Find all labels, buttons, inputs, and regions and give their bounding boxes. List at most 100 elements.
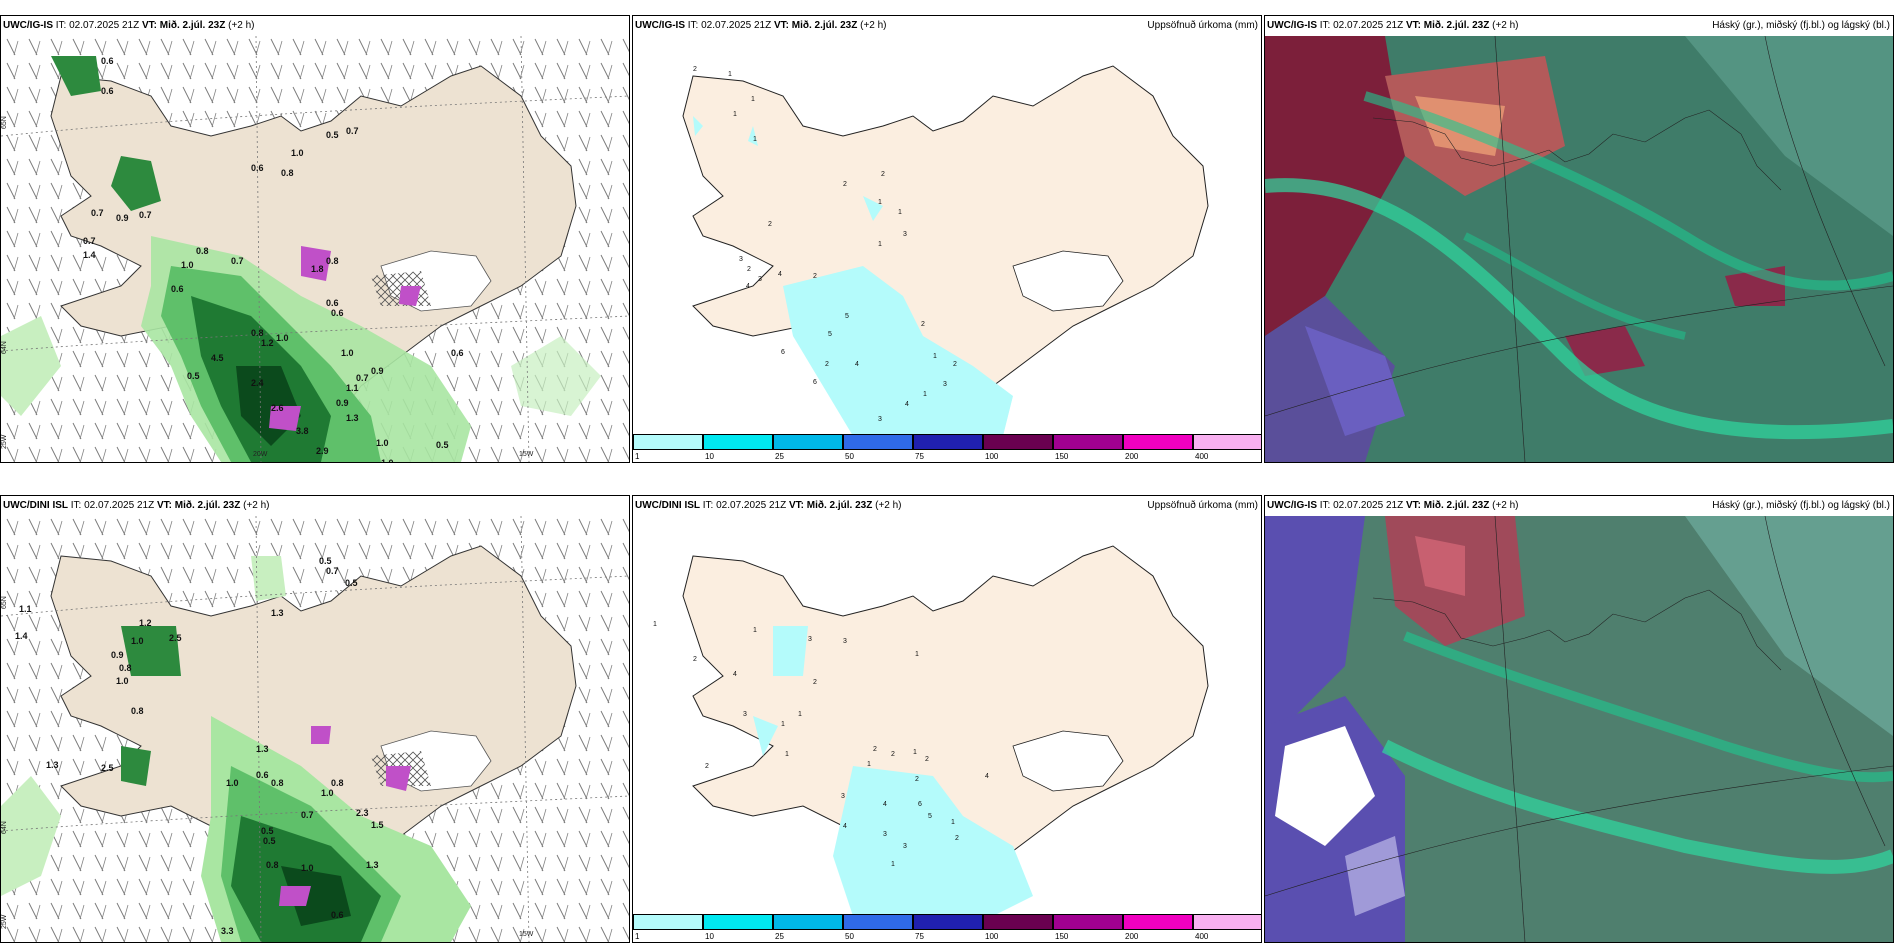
panel-header: UWC/IG-IS IT: 02.07.2025 21Z VT: Mið. 2.… — [1, 16, 629, 36]
value-label: 1.0 — [376, 438, 389, 448]
panel-ig-accum-precip: UWC/IG-IS IT: 02.07.2025 21Z VT: Mið. 2.… — [632, 15, 1262, 463]
value-label: 1 — [951, 819, 955, 826]
panel-dini-cloud-cover: UWC/IG-IS IT: 02.07.2025 21Z VT: Mið. 2.… — [1264, 495, 1894, 943]
value-label: 0.8 — [119, 663, 132, 673]
value-label: 1.4 — [83, 250, 96, 260]
legend-tick-label: 1 — [635, 452, 640, 461]
value-label: 2 — [813, 273, 817, 280]
value-label: 0.7 — [91, 208, 104, 218]
legend-color-box — [983, 914, 1053, 930]
panel-ig-wind-precip: UWC/IG-IS IT: 02.07.2025 21Z VT: Mið. 2.… — [0, 15, 630, 463]
valid-label: VT: — [156, 500, 172, 511]
legend-tick-label: 150 — [1055, 932, 1069, 941]
value-label: 5 — [845, 313, 849, 320]
value-label: 3 — [903, 231, 907, 238]
precip-value-labels: 0.50.70.51.11.41.21.31.00.92.50.81.00.81… — [15, 556, 384, 936]
panel-header: UWC/DINI ISL IT: 02.07.2025 21Z VT: Mið.… — [633, 496, 1261, 516]
value-label: 0.6 — [256, 770, 269, 780]
lon-15-label: 15W — [519, 451, 534, 458]
value-label: 4 — [855, 361, 859, 368]
value-label: 0.7 — [356, 373, 369, 383]
model-label: UWC/IG-IS — [1267, 500, 1317, 511]
value-label: 3 — [943, 381, 947, 388]
legend-tick-label: 10 — [705, 452, 714, 461]
value-label: 1 — [915, 651, 919, 658]
value-label: 2 — [768, 221, 772, 228]
value-label: 1 — [751, 96, 755, 103]
cloud-cover-map — [1265, 36, 1893, 462]
value-label: 1 — [923, 391, 927, 398]
value-label: 1 — [933, 353, 937, 360]
legend-tick-label: 25 — [775, 932, 784, 941]
value-label: 1.1 — [19, 604, 32, 614]
accum-shading — [833, 766, 1033, 916]
lead-time: (+2 h) — [243, 500, 270, 511]
value-label: 0.8 — [266, 860, 279, 870]
legend-color-box — [1193, 434, 1261, 450]
value-label: 4 — [883, 801, 887, 808]
value-label: 1 — [878, 199, 882, 206]
value-label: 5 — [928, 813, 932, 820]
model-label: UWC/DINI ISL — [635, 500, 700, 511]
valid-label: VT: — [773, 20, 789, 31]
legend-tick-label: 50 — [845, 932, 854, 941]
panel-title: Uppsöfnuð úrkoma (mm) — [1147, 500, 1258, 511]
value-label: 6 — [813, 379, 817, 386]
value-label: 0.8 — [196, 246, 209, 256]
value-label: 0.9 — [336, 398, 349, 408]
value-label: 0.9 — [371, 366, 384, 376]
model-label: UWC/IG-IS — [635, 20, 685, 31]
value-label: 1.2 — [261, 338, 274, 348]
lead-time: (+2 h) — [860, 20, 887, 31]
value-label: 1 — [753, 136, 757, 143]
value-label: 5 — [828, 331, 832, 338]
value-label: 1.0 — [276, 333, 289, 343]
precip-legend: 1 10 25 50 75 100 150 200 400 — [633, 432, 1261, 462]
cloud-cover-map — [1265, 516, 1893, 942]
legend-tick-label: 25 — [775, 452, 784, 461]
value-label: 1 — [913, 749, 917, 756]
value-label: 0.7 — [139, 210, 152, 220]
value-label: 2 — [813, 679, 817, 686]
value-label: 0.6 — [326, 298, 339, 308]
value-label: 0.9 — [116, 213, 129, 223]
value-label: 0.5 — [319, 556, 332, 566]
lon-20-label: 20W — [253, 451, 268, 458]
value-label: 0.8 — [281, 168, 294, 178]
init-time: IT: 02.07.2025 21Z — [1319, 20, 1404, 31]
value-label: 0.7 — [346, 126, 359, 136]
panel-title: Háský (gr.), miðský (fj.bl.) og lágský (… — [1712, 500, 1890, 511]
value-label: 1.0 — [116, 676, 129, 686]
value-label: 1 — [728, 71, 732, 78]
legend-tick-label: 10 — [705, 932, 714, 941]
value-label: 0.6 — [171, 284, 184, 294]
value-label: 2 — [881, 171, 885, 178]
valid-label: VT: — [1405, 500, 1421, 511]
legend-tick-label: 75 — [915, 932, 924, 941]
valid-time: Mið. 2.júl. 23Z — [791, 20, 858, 31]
legend-tick-label: 50 — [845, 452, 854, 461]
value-label: 1 — [898, 209, 902, 216]
value-label: 1 — [753, 627, 757, 634]
legend-color-box — [983, 434, 1053, 450]
valid-time: Mið. 2.júl. 23Z — [159, 20, 226, 31]
value-label: 0.5 — [326, 130, 339, 140]
precip-legend: 1 10 25 50 75 100 150 200 400 — [633, 912, 1261, 942]
legend-color-box — [843, 434, 913, 450]
value-label: 0.8 — [271, 778, 284, 788]
value-label: 0.6 — [331, 910, 344, 920]
value-label: 1.5 — [371, 820, 384, 830]
model-label: UWC/DINI ISL — [3, 500, 68, 511]
panel-title: Háský (gr.), miðský (fj.bl.) og lágský (… — [1712, 20, 1890, 31]
value-label: 1.3 — [46, 760, 59, 770]
init-time: IT: 02.07.2025 21Z — [70, 500, 155, 511]
value-label: 2 — [747, 266, 751, 273]
value-label: 1.3 — [271, 608, 284, 618]
accum-shading — [783, 266, 1013, 436]
legend-tick-label: 100 — [985, 932, 999, 941]
value-label: 2 — [705, 763, 709, 770]
init-time: IT: 02.07.2025 21Z — [687, 20, 772, 31]
legend-color-box — [843, 914, 913, 930]
value-label: 3 — [878, 416, 882, 423]
value-label: 1 — [891, 861, 895, 868]
